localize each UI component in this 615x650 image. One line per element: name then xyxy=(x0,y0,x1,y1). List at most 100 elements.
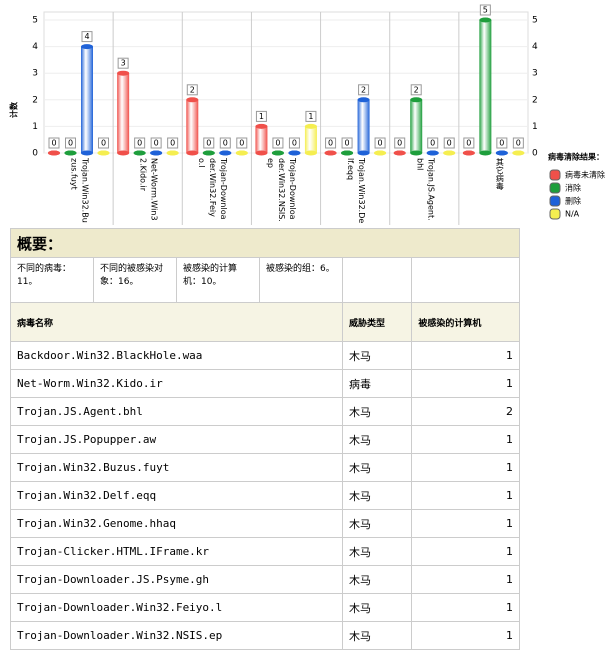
value-label-box xyxy=(98,137,109,149)
bar-cap xyxy=(255,123,268,129)
value-label: 5 xyxy=(483,6,488,15)
threat-type: 木马 xyxy=(341,593,413,622)
bar xyxy=(219,150,232,156)
bar xyxy=(186,97,199,156)
bar xyxy=(304,123,317,156)
summary-cell: 不同的病毒：11。 xyxy=(10,257,94,303)
value-label: 0 xyxy=(516,139,521,148)
computer-count: 1 xyxy=(411,341,520,370)
value-label-box xyxy=(255,110,267,122)
bar-base xyxy=(48,150,60,156)
bar xyxy=(443,150,456,156)
chart: 计数 病毒清除结果： 0 1 2 3 4 5 0 1 2 3 4 5 0 0 4 0 3 0 0 0 2 0 0 0 1 0 0 1 0… xyxy=(9,4,605,225)
value-label-box xyxy=(427,137,439,149)
y-tick-label: 1 xyxy=(32,122,38,132)
bar-base xyxy=(479,150,492,156)
bar-base xyxy=(357,150,370,156)
bar xyxy=(255,123,268,156)
virus-name: Trojan.Win32.Genome.hhaq xyxy=(10,509,343,538)
bar-base xyxy=(410,150,423,156)
bar xyxy=(202,150,215,156)
bar-base xyxy=(255,150,268,156)
computer-count: 1 xyxy=(411,509,520,538)
bar-base xyxy=(97,150,110,156)
x-tick-label: Trojan-Downloader.Win32.NSIS.ep xyxy=(266,158,297,222)
empty-cell xyxy=(411,257,520,303)
bar-base xyxy=(462,150,475,156)
bar-body xyxy=(186,99,199,153)
value-label-box xyxy=(512,137,524,149)
bar xyxy=(512,150,525,156)
bar-base xyxy=(374,150,387,156)
legend-swatch xyxy=(549,208,561,220)
bar xyxy=(357,97,370,156)
y2-tick-label: 1 xyxy=(532,122,538,132)
summary-cell: 被感染的组：6。 xyxy=(259,257,343,303)
bar-base xyxy=(271,150,284,156)
bar-cap xyxy=(357,97,370,103)
value-label-box xyxy=(394,137,406,149)
value-label: 0 xyxy=(499,139,504,148)
computer-count: 1 xyxy=(411,537,520,566)
y2-tick-label: 0 xyxy=(532,149,538,159)
threat-type: 木马 xyxy=(341,537,413,566)
empty-cell xyxy=(341,257,413,303)
virus-name: Backdoor.Win32.BlackHole.waa xyxy=(10,341,343,370)
bar xyxy=(479,17,492,156)
header-cell: 被感染的计算机 xyxy=(411,302,520,342)
value-label: 0 xyxy=(239,139,244,148)
value-label: 3 xyxy=(121,59,126,68)
value-label-box xyxy=(48,137,60,149)
value-label: 0 xyxy=(328,139,333,148)
value-label: 0 xyxy=(430,139,435,148)
legend-label: 病毒未清除 xyxy=(565,170,605,180)
bar-base xyxy=(166,150,179,156)
threat-type: 木马 xyxy=(341,565,413,594)
bar xyxy=(64,150,77,156)
value-label: 0 xyxy=(275,139,280,148)
bar-base xyxy=(426,150,439,156)
value-label-box xyxy=(288,137,300,149)
threat-type: 木马 xyxy=(341,509,413,538)
value-label: 0 xyxy=(137,139,142,148)
bar xyxy=(166,150,179,156)
row: Trojan.Win32.Genome.hhaq 木马 1 xyxy=(10,509,520,538)
value-label-box xyxy=(325,137,337,149)
bar xyxy=(410,97,423,156)
virus-name: Trojan-Downloader.JS.Psyme.gh xyxy=(10,565,343,594)
row: Trojan-Downloader.Win32.Feiyo.l 木马 1 xyxy=(10,593,520,622)
bar-body xyxy=(117,73,130,153)
threat-type: 木马 xyxy=(341,453,413,482)
computer-count: 1 xyxy=(411,369,520,398)
value-label-box xyxy=(203,137,215,149)
summary-table: 概要： 不同的病毒：11。 不同的被感染对象：16。 被感染的计算机：10。 被感染的… xyxy=(10,228,520,650)
bar-body xyxy=(304,126,317,153)
value-label-box xyxy=(305,110,317,122)
legend-label: N/A xyxy=(565,210,580,219)
summary-cell: 被感染的计算机：10。 xyxy=(176,257,260,303)
bar xyxy=(48,150,60,156)
value-label-box xyxy=(410,84,422,96)
bar-base xyxy=(219,150,232,156)
computer-count: 1 xyxy=(411,425,520,454)
value-label-box xyxy=(272,137,284,149)
value-label: 0 xyxy=(466,139,471,148)
value-label-box xyxy=(117,57,129,69)
value-label-box xyxy=(479,4,491,16)
value-label-box xyxy=(219,137,231,149)
x-tick-label: Trojan.Win32.Buzus.fuyt xyxy=(69,158,90,223)
bar-base xyxy=(64,150,77,156)
y2-tick-label: 5 xyxy=(532,16,538,26)
value-label: 2 xyxy=(190,85,195,94)
computer-count: 1 xyxy=(411,481,520,510)
value-label: 0 xyxy=(51,139,56,148)
value-label: 2 xyxy=(414,85,419,94)
value-label-box xyxy=(134,137,146,149)
value-label-box xyxy=(167,137,179,149)
x-tick-label: Net-Worm.Win32.Kido.ir xyxy=(138,158,159,221)
bar-cap xyxy=(186,97,199,103)
row: Trojan.JS.Agent.bhl 木马 2 xyxy=(10,397,520,426)
plot-area xyxy=(43,11,529,154)
header-cell: 病毒名称 xyxy=(10,302,343,342)
